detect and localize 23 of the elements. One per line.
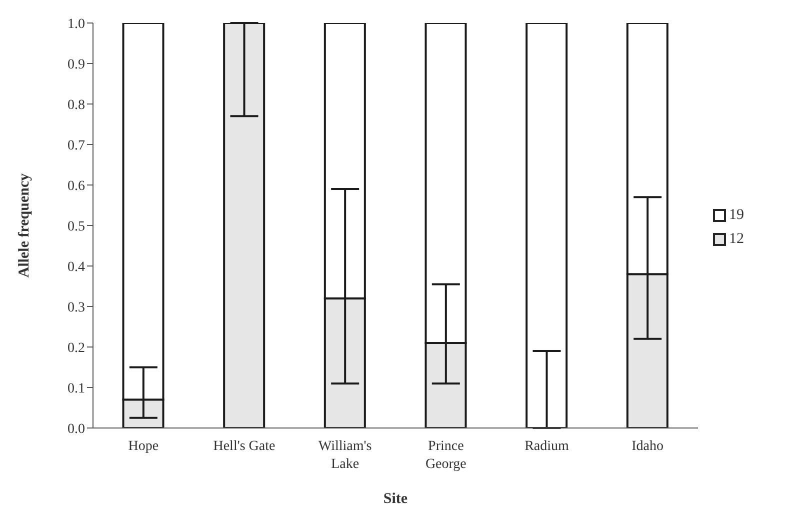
y-tick-label: 1.0 <box>68 16 85 32</box>
x-tick-label: William's Lake <box>318 439 372 472</box>
y-tick-label: 0.9 <box>68 57 85 72</box>
y-tick-label: 0.8 <box>68 98 85 113</box>
x-tick-label: Hope <box>128 439 159 454</box>
y-tick-label: 0.4 <box>68 260 85 275</box>
y-tick-label: 0.3 <box>68 300 85 316</box>
x-axis-title: Site <box>383 491 408 507</box>
x-tick-label: Prince George <box>425 439 466 472</box>
y-tick-label: 0.2 <box>68 340 85 356</box>
legend-label: 19 <box>729 206 744 224</box>
legend-label: 12 <box>729 230 744 248</box>
y-tick-label: 0.5 <box>68 219 85 234</box>
x-tick-label: Idaho <box>632 439 664 454</box>
bar <box>526 23 568 428</box>
x-tick-label: Hell's Gate <box>213 439 276 454</box>
x-tick-label: Radium <box>524 439 570 454</box>
y-tick-label: 0.6 <box>68 178 85 194</box>
y-tick-label: 0.7 <box>68 138 85 154</box>
y-tick-label: 0.0 <box>68 422 85 437</box>
bar <box>223 23 266 428</box>
y-tick-label: 0.1 <box>68 381 85 396</box>
y-axis-title: Allele frequency <box>16 172 32 278</box>
